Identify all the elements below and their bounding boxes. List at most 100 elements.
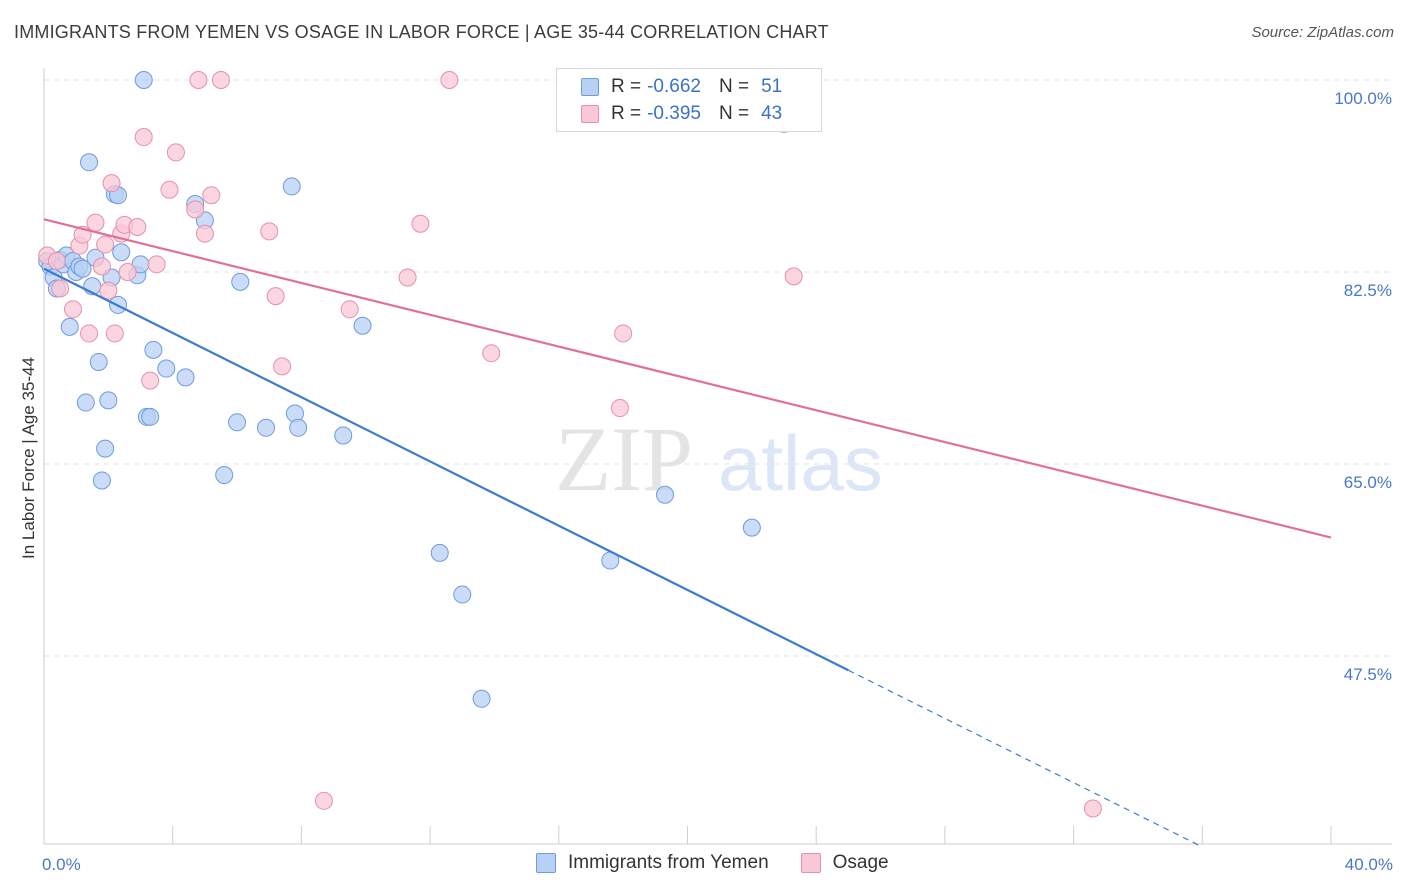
legend: R = -0.662 N = 51 R = -0.395 N = 43 bbox=[556, 68, 822, 132]
point-osage bbox=[99, 281, 118, 300]
point-yemen bbox=[257, 418, 276, 437]
legend-n-label: N = bbox=[718, 76, 750, 97]
legend-n-value: 51 bbox=[761, 76, 783, 97]
point-yemen bbox=[453, 585, 472, 604]
series-swatch-blue bbox=[536, 853, 556, 873]
point-yemen bbox=[430, 543, 449, 562]
legend-row-yemen: R = -0.662 N = 51 bbox=[581, 75, 782, 99]
point-osage bbox=[118, 263, 137, 281]
point-yemen bbox=[472, 689, 491, 708]
point-yemen bbox=[353, 316, 372, 335]
trend-lines bbox=[43, 218, 1332, 848]
point-osage bbox=[266, 287, 285, 306]
legend-swatch-blue bbox=[581, 78, 599, 96]
y-tick-label: 82.5% bbox=[1344, 281, 1392, 300]
grid-lines bbox=[44, 79, 1392, 657]
series-legend-osage: Osage bbox=[800, 852, 889, 874]
point-osage bbox=[202, 186, 221, 205]
point-yemen bbox=[215, 465, 234, 484]
legend-r-value: -0.662 bbox=[647, 76, 701, 97]
point-yemen bbox=[282, 177, 301, 196]
point-osage bbox=[141, 371, 160, 390]
tick-labels: 100.0% 82.5% 65.0% 47.5% 0.0% 40.0% bbox=[42, 89, 1393, 874]
series-swatch-pink bbox=[800, 853, 821, 873]
axes bbox=[43, 68, 1392, 845]
legend-n-label: N = bbox=[718, 103, 750, 124]
point-osage bbox=[273, 357, 292, 376]
point-osage bbox=[86, 213, 105, 232]
point-yemen bbox=[112, 243, 131, 262]
point-osage bbox=[102, 174, 121, 193]
y-tick-label: 65.0% bbox=[1344, 473, 1392, 492]
point-osage bbox=[80, 324, 99, 343]
point-osage bbox=[482, 344, 501, 363]
watermark: ZIP atlas bbox=[555, 408, 883, 510]
point-yemen bbox=[228, 413, 247, 432]
watermark-atlas: atlas bbox=[718, 419, 883, 507]
point-osage bbox=[63, 300, 82, 319]
legend-row-osage: R = -0.395 N = 43 bbox=[581, 102, 782, 126]
x-tick-label: 40.0% bbox=[1345, 855, 1393, 874]
point-yemen bbox=[76, 393, 95, 412]
series-name-osage: Osage bbox=[832, 852, 889, 873]
point-yemen bbox=[96, 439, 115, 458]
point-osage bbox=[134, 128, 153, 147]
point-osage bbox=[147, 255, 166, 274]
legend-r-label: R = bbox=[611, 76, 642, 97]
point-yemen bbox=[80, 153, 99, 172]
point-yemen bbox=[60, 317, 79, 336]
data-points bbox=[38, 71, 1102, 818]
point-osage bbox=[96, 235, 115, 254]
y-tick-label: 47.5% bbox=[1344, 665, 1392, 684]
series-name-yemen: Immigrants from Yemen bbox=[568, 852, 769, 873]
trend-line-yemen-extension bbox=[848, 669, 1203, 848]
y-tick-label: 100.0% bbox=[1334, 89, 1392, 108]
point-osage bbox=[186, 200, 205, 219]
trend-line-osage bbox=[43, 218, 1332, 539]
point-yemen bbox=[742, 518, 761, 537]
point-osage bbox=[314, 791, 333, 810]
point-yemen bbox=[92, 471, 111, 490]
point-yemen bbox=[655, 485, 674, 504]
point-osage bbox=[105, 324, 124, 343]
point-osage bbox=[398, 268, 417, 287]
series-legend: Immigrants from Yemen Osage bbox=[536, 852, 921, 874]
chart-title: IMMIGRANTS FROM YEMEN VS OSAGE IN LABOR … bbox=[14, 22, 829, 42]
point-osage bbox=[784, 267, 803, 286]
point-osage bbox=[189, 71, 208, 89]
point-osage bbox=[195, 224, 214, 243]
point-osage bbox=[166, 143, 185, 162]
chart-source: Source: ZipAtlas.com bbox=[1251, 24, 1394, 41]
point-osage bbox=[47, 252, 66, 271]
point-osage bbox=[260, 222, 279, 241]
point-osage bbox=[128, 218, 147, 237]
trend-line-yemen bbox=[43, 267, 849, 672]
point-osage bbox=[1083, 799, 1102, 818]
point-yemen bbox=[134, 71, 153, 89]
point-osage bbox=[614, 324, 633, 343]
point-osage bbox=[411, 214, 430, 233]
legend-n-value: 43 bbox=[761, 103, 783, 124]
series-legend-yemen: Immigrants from Yemen bbox=[536, 852, 769, 874]
point-osage bbox=[160, 180, 179, 199]
point-osage bbox=[92, 257, 111, 276]
point-yemen bbox=[176, 368, 195, 387]
legend-swatch-pink bbox=[581, 105, 599, 123]
point-osage bbox=[211, 71, 230, 89]
x-tick-label: 0.0% bbox=[42, 855, 81, 874]
y-axis-label: In Labor Force | Age 35-44 bbox=[19, 357, 38, 559]
point-osage bbox=[51, 279, 70, 298]
point-osage bbox=[440, 71, 459, 89]
point-yemen bbox=[334, 426, 353, 445]
point-yemen bbox=[144, 340, 163, 359]
point-yemen bbox=[157, 359, 176, 378]
point-yemen bbox=[89, 352, 108, 371]
point-yemen bbox=[289, 418, 308, 437]
point-yemen bbox=[73, 259, 92, 278]
point-osage bbox=[610, 399, 629, 418]
point-osage bbox=[340, 300, 359, 319]
point-yemen bbox=[141, 407, 160, 426]
point-yemen bbox=[231, 272, 250, 291]
point-yemen bbox=[99, 391, 118, 410]
